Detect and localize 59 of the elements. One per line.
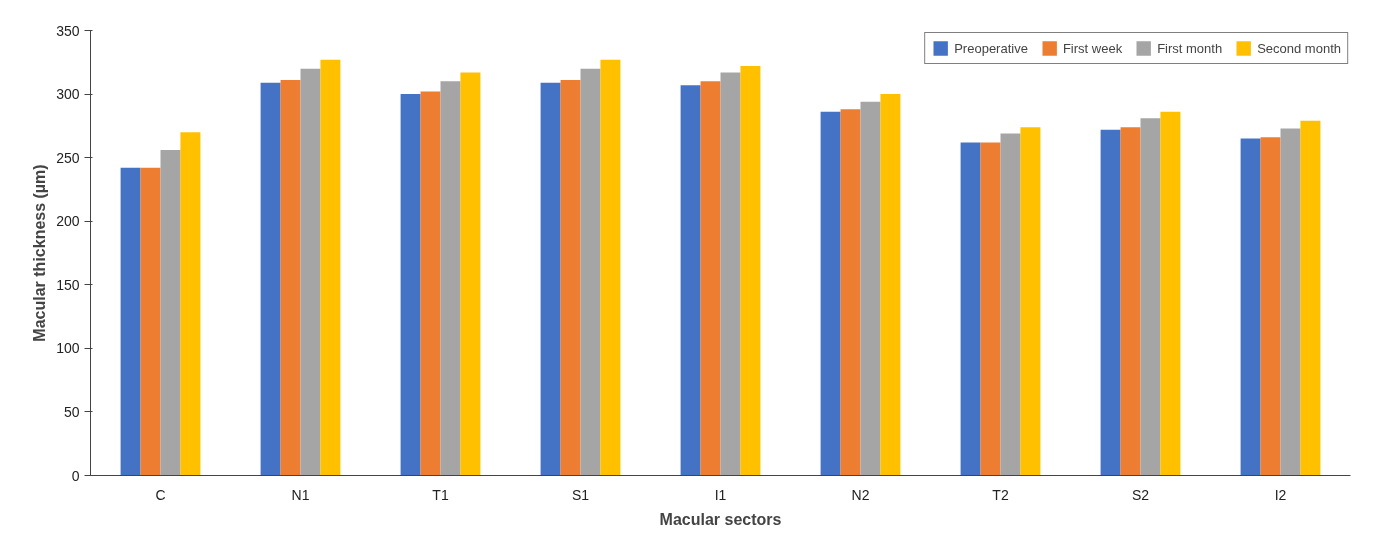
y-axis-title: Macular thickness (µm) [31, 164, 49, 342]
x-tick-label: C [155, 486, 166, 503]
bar [980, 142, 1001, 476]
bar [860, 101, 881, 476]
bar [1020, 127, 1041, 476]
bar [720, 72, 741, 476]
y-tick-label: 100 [56, 340, 80, 357]
bar [440, 81, 461, 476]
legend-label: Preoperative [954, 40, 1028, 56]
y-tick-label: 250 [56, 149, 80, 166]
bar [280, 80, 301, 476]
y-tick-label: 300 [56, 86, 80, 103]
bar [400, 94, 421, 476]
bar [1140, 118, 1161, 476]
bar [880, 94, 901, 476]
bar [1160, 111, 1181, 476]
bar [320, 59, 341, 476]
y-tick-label: 0 [71, 467, 80, 484]
x-tick-label: N2 [851, 486, 870, 503]
legend-label: First week [1062, 40, 1123, 56]
bar [160, 150, 181, 476]
bar [960, 142, 981, 476]
bar [1300, 120, 1321, 476]
bar [1240, 138, 1261, 476]
bar [1260, 137, 1281, 476]
x-tick-label: I1 [714, 486, 727, 503]
bar [580, 68, 601, 476]
y-tick-label: 350 [56, 22, 80, 39]
y-tick-label: 150 [56, 276, 80, 293]
x-tick-label: I2 [1274, 486, 1287, 503]
bar [740, 66, 761, 476]
bar [460, 72, 481, 476]
bar [140, 167, 161, 476]
bar [420, 91, 441, 476]
bar [840, 109, 861, 476]
x-tick-label: N1 [291, 486, 310, 503]
bar [680, 85, 701, 476]
bar [1280, 128, 1301, 476]
bar [1100, 129, 1121, 476]
y-tick-label: 50 [63, 403, 80, 420]
bar [260, 82, 281, 476]
bar [820, 111, 841, 476]
bar [600, 59, 621, 476]
x-tick-label: S2 [1131, 486, 1150, 503]
legend-label: Second month [1257, 40, 1341, 56]
x-tick-label: S1 [571, 486, 590, 503]
bar [560, 80, 581, 476]
x-tick-label: T1 [432, 486, 449, 503]
bar [540, 82, 561, 476]
y-tick-label: 200 [56, 213, 80, 230]
bar [120, 167, 141, 476]
bar [1120, 127, 1141, 476]
bar [1000, 133, 1021, 476]
legend-label: First month [1157, 40, 1223, 56]
bar [300, 68, 321, 476]
bar [700, 81, 721, 476]
x-tick-label: T2 [992, 486, 1009, 503]
bar [180, 132, 201, 476]
x-axis-title: Macular sectors [659, 510, 782, 528]
